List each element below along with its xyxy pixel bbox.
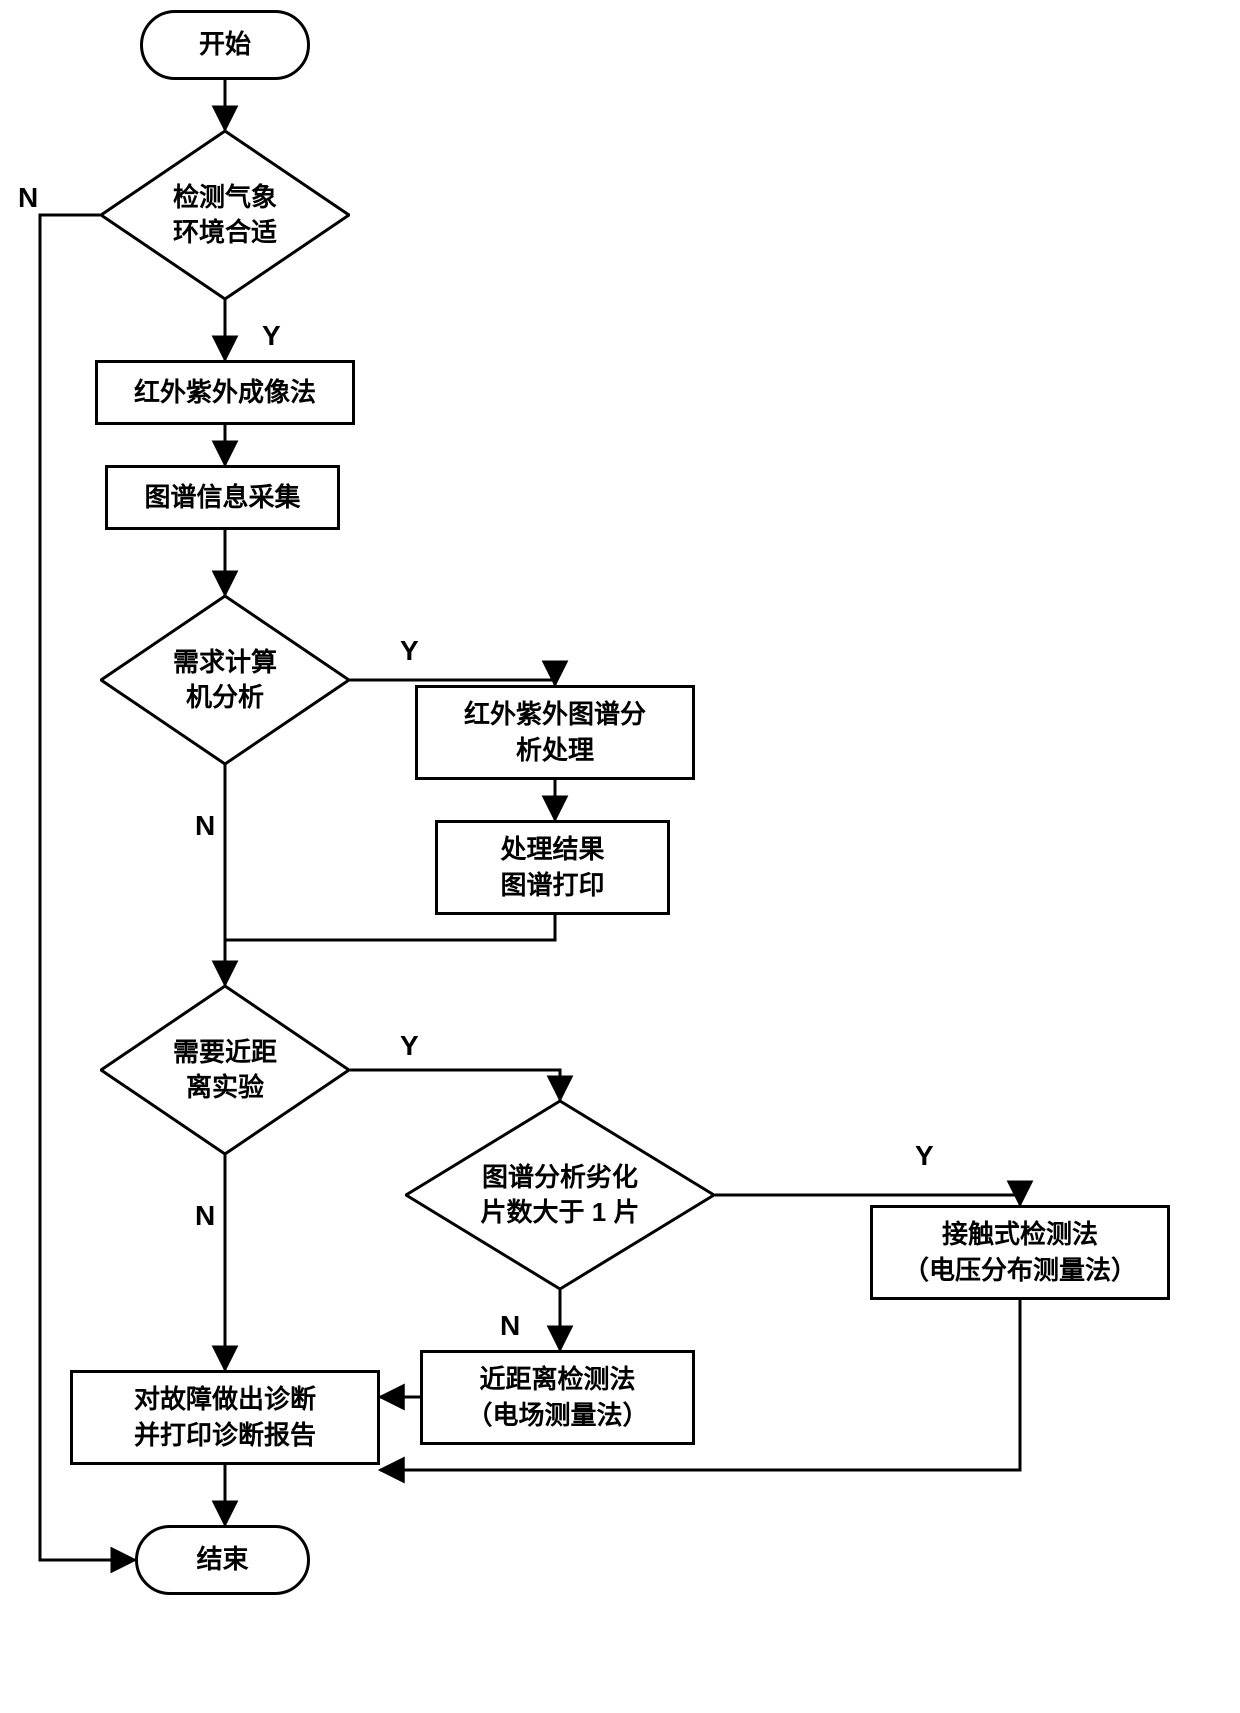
node-label-p4: 处理结果 图谱打印 [500, 832, 604, 902]
node-label-p1: 红外紫外成像法 [134, 375, 316, 410]
edge-p4-main [225, 915, 555, 940]
node-d1: 检测气象 环境合适 [100, 130, 350, 300]
label-Y1: Y [262, 320, 281, 352]
node-p6: 近距离检测法 （电场测量法） [420, 1350, 695, 1445]
node-d2: 需求计算 机分析 [100, 595, 350, 765]
node-p1: 红外紫外成像法 [95, 360, 355, 425]
node-label-p3: 红外紫外图谱分 析处理 [464, 697, 646, 767]
edge-d4-p5 [715, 1195, 1020, 1205]
edge-d3-d4 [350, 1070, 560, 1100]
flowchart-canvas: 开始检测气象 环境合适红外紫外成像法图谱信息采集需求计算 机分析红外紫外图谱分 … [0, 0, 1240, 1713]
label-Y4: Y [915, 1140, 934, 1172]
label-N4: N [500, 1310, 520, 1342]
node-end: 结束 [135, 1525, 310, 1595]
node-label-p6: 近距离检测法 （电场测量法） [466, 1362, 648, 1432]
node-p5: 接触式检测法 （电压分布测量法） [870, 1205, 1170, 1300]
node-label-p7: 对故障做出诊断 并打印诊断报告 [134, 1382, 316, 1452]
node-label-end: 结束 [196, 1542, 248, 1577]
label-N2: N [195, 810, 215, 842]
label-Y2: Y [400, 635, 419, 667]
node-p4: 处理结果 图谱打印 [435, 820, 670, 915]
label-Y3: Y [400, 1030, 419, 1062]
node-p2: 图谱信息采集 [105, 465, 340, 530]
label-N3: N [195, 1200, 215, 1232]
node-label-p2: 图谱信息采集 [144, 480, 300, 515]
node-label-start: 开始 [199, 27, 251, 62]
node-start: 开始 [140, 10, 310, 80]
node-d4: 图谱分析劣化 片数大于 1 片 [405, 1100, 715, 1290]
node-d3: 需要近距 离实验 [100, 985, 350, 1155]
node-label-p5: 接触式检测法 （电压分布测量法） [903, 1217, 1137, 1287]
node-p7: 对故障做出诊断 并打印诊断报告 [70, 1370, 380, 1465]
node-p3: 红外紫外图谱分 析处理 [415, 685, 695, 780]
label-N1: N [18, 182, 38, 214]
